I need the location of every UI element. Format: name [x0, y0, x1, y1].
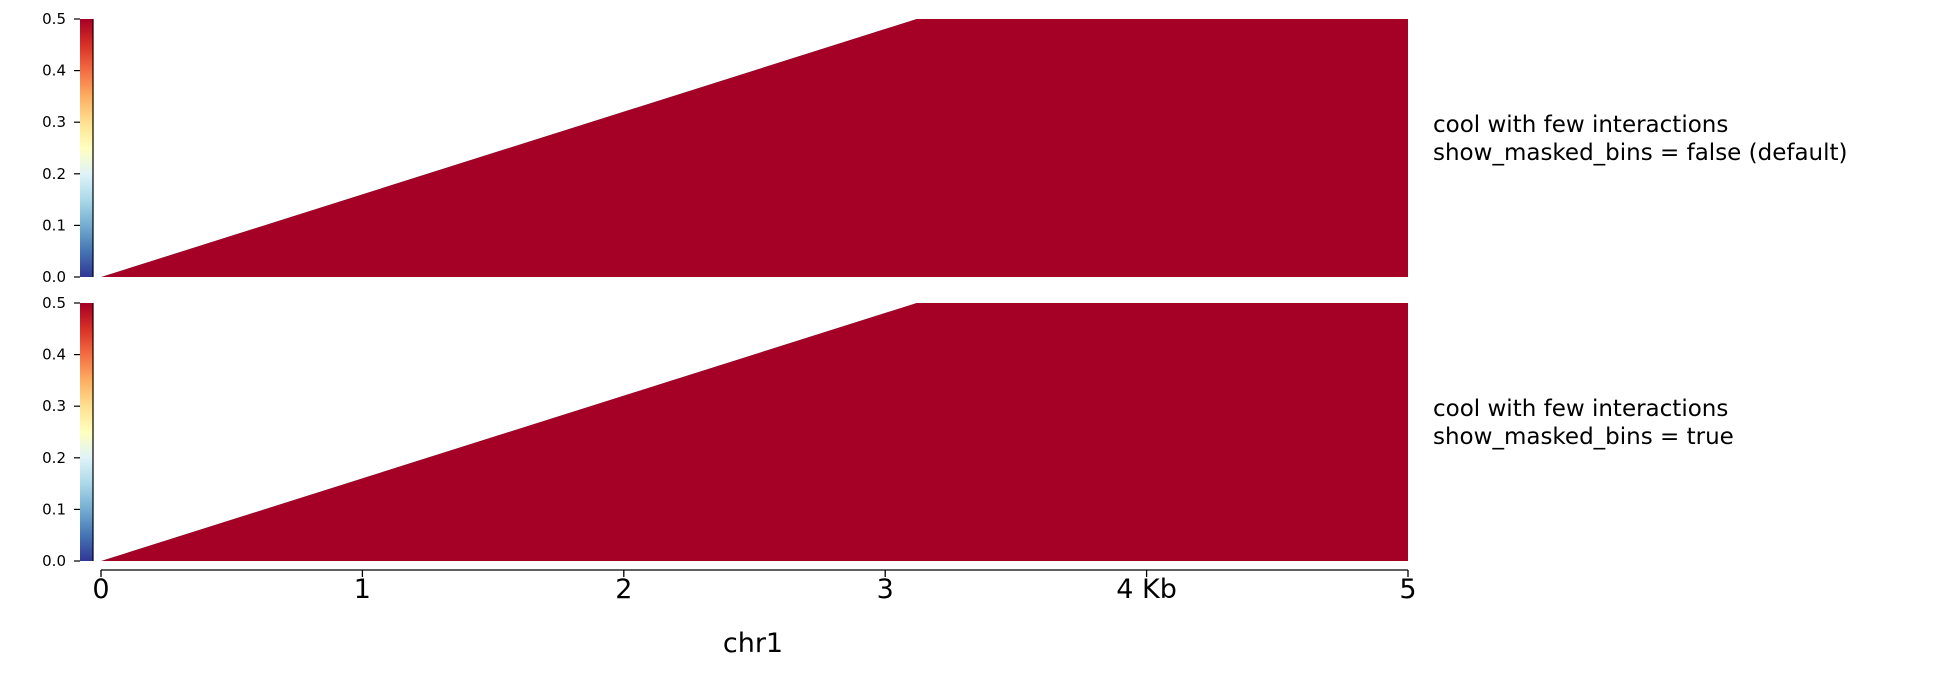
- track-label-line: cool with few interactions: [1433, 396, 1728, 422]
- colorbar-tick-label: 0.5: [42, 10, 66, 28]
- colorbar-tick-label: 0.3: [42, 397, 66, 415]
- hic-track-2: 0.0 0.1 0.2 0.3 0.4 0.5 cool with few interact…: [42, 294, 1734, 570]
- colorbar-tick-label: 0.0: [42, 552, 66, 570]
- colorbar-tick-label: 0.1: [42, 500, 66, 518]
- colorbar: 0.0 0.1 0.2 0.3 0.4 0.5: [42, 294, 94, 570]
- x-axis: 0 1 2 3 4 Kb 5 chr1: [92, 569, 1417, 659]
- colorbar-tick-label: 0.0: [42, 268, 66, 286]
- track-label-line: cool with few interactions: [1433, 112, 1728, 138]
- x-axis-label: chr1: [723, 628, 783, 659]
- colorbar: 0.0 0.1 0.2 0.3 0.4 0.5: [42, 10, 94, 286]
- colorbar-gradient: [80, 303, 93, 561]
- colorbar-tick-label: 0.4: [42, 62, 66, 80]
- colorbar-tick-label: 0.2: [42, 165, 66, 183]
- colorbar-tick-label: 0.4: [42, 346, 66, 364]
- hic-track-1: 0.0 0.1 0.2 0.3 0.4 0.5 cool with few interact…: [42, 10, 1847, 286]
- x-tick-label: 4 Kb: [1116, 574, 1177, 605]
- colorbar-tick-label: 0.5: [42, 294, 66, 312]
- heatmap-region: [101, 303, 1408, 561]
- colorbar-tick-label: 0.2: [42, 449, 66, 467]
- heatmap-region: [101, 19, 1408, 277]
- track-label-line: show_masked_bins = false (default): [1433, 140, 1848, 166]
- colorbar-tick-label: 0.1: [42, 216, 66, 234]
- x-tick-label: 1: [354, 574, 371, 605]
- colorbar-gradient: [80, 19, 93, 277]
- x-tick-label: 3: [877, 574, 894, 605]
- track-label-line: show_masked_bins = true: [1433, 424, 1734, 450]
- colorbar-tick-label: 0.3: [42, 113, 66, 131]
- x-tick-label: 2: [615, 574, 632, 605]
- x-tick-label: 0: [92, 574, 109, 605]
- x-tick-label: 5: [1399, 574, 1416, 605]
